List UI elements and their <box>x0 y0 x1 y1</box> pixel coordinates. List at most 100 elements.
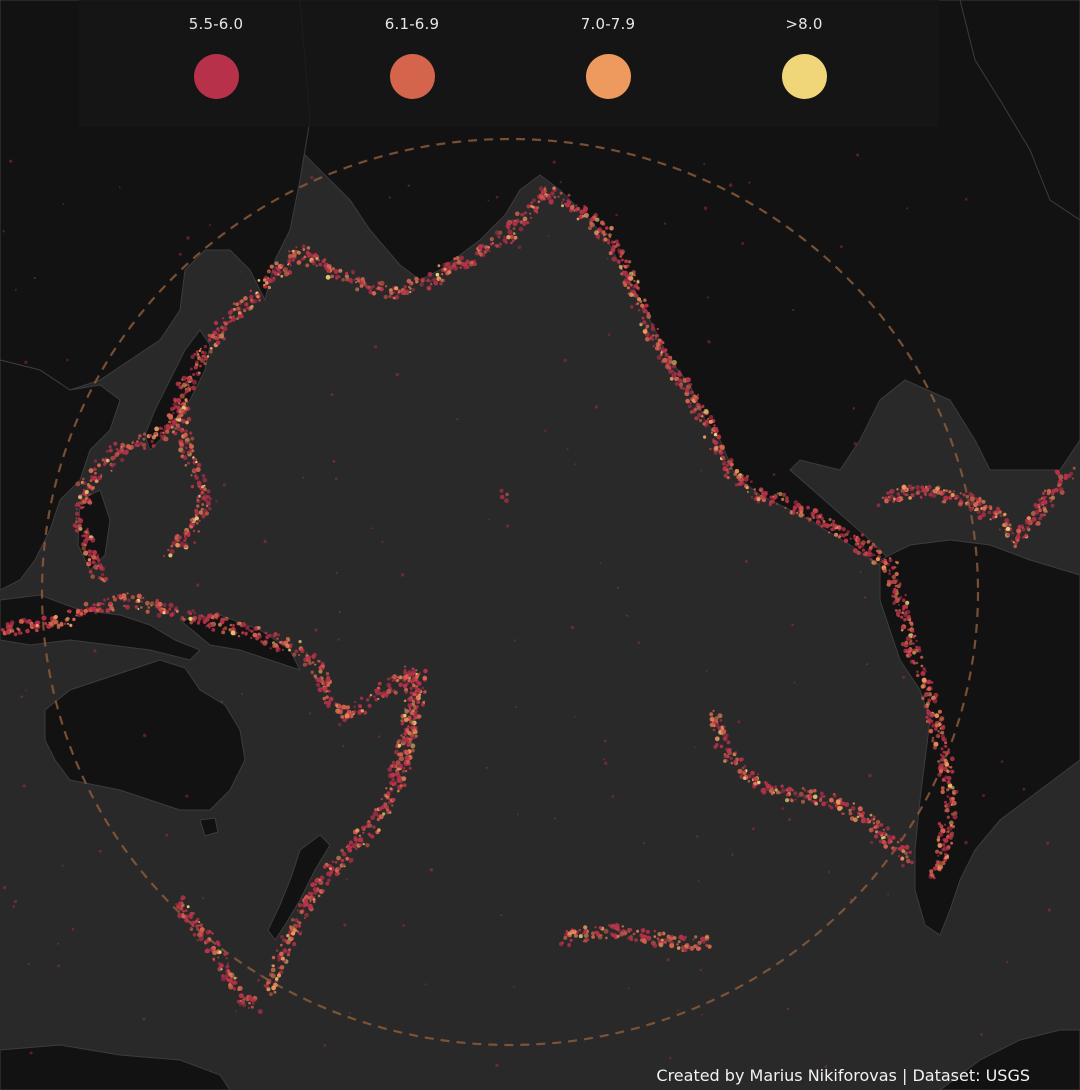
earthquake-point <box>335 277 338 280</box>
earthquake-point <box>685 377 691 383</box>
earthquake-point <box>618 265 623 269</box>
legend-item-5-5-6-0[interactable]: 5.5-6.0 <box>146 0 286 99</box>
earthquake-point <box>904 844 910 850</box>
earthquake-point <box>781 492 787 497</box>
earthquake-point <box>84 490 89 495</box>
earthquake-point <box>716 434 722 440</box>
earthquake-point <box>792 308 795 311</box>
earthquake-point <box>303 901 309 907</box>
earthquake-point <box>341 278 345 282</box>
earthquake-point <box>404 690 408 694</box>
earthquake-point <box>290 918 295 922</box>
earthquake-point <box>656 334 660 337</box>
earthquake-point <box>499 494 505 500</box>
earthquake-point <box>1006 532 1011 537</box>
earthquake-point <box>175 405 178 408</box>
earthquake-point <box>277 633 281 637</box>
earthquake-point <box>313 890 318 895</box>
earthquake-point <box>205 625 208 628</box>
earthquake-point <box>407 184 410 187</box>
earthquake-point <box>403 665 407 668</box>
earthquake-point <box>137 437 140 440</box>
legend-item-8-0[interactable]: >8.0 <box>734 0 874 99</box>
earthquake-point <box>651 338 655 341</box>
earthquake-point <box>677 940 681 944</box>
earthquake-point <box>240 299 244 303</box>
earthquake-point <box>401 776 407 782</box>
earthquake-point <box>780 784 784 788</box>
earthquake-point <box>303 898 309 904</box>
earthquake-point <box>834 804 839 808</box>
legend-item-6-1-6-9[interactable]: 6.1-6.9 <box>342 0 482 99</box>
earthquake-point <box>218 622 222 627</box>
earthquake-point <box>333 269 339 275</box>
earthquake-point <box>150 601 155 606</box>
earthquake-point <box>643 842 646 845</box>
earthquake-point <box>322 686 328 692</box>
earthquake-point <box>100 609 104 613</box>
earthquake-point <box>87 549 91 553</box>
earthquake-point <box>137 608 140 610</box>
earthquake-point <box>385 808 390 812</box>
earthquake-point <box>640 928 646 933</box>
legend-swatch-icon <box>389 54 435 99</box>
earthquake-point <box>798 791 804 797</box>
earthquake-point <box>167 548 170 552</box>
earthquake-point <box>196 496 199 499</box>
earthquake-point <box>623 278 629 283</box>
earthquake-point <box>304 912 309 918</box>
earthquake-point <box>213 320 219 326</box>
earthquake-point <box>888 572 891 576</box>
earthquake-point <box>907 614 911 618</box>
earthquake-point <box>1013 544 1017 549</box>
earthquake-point <box>108 601 113 606</box>
earthquake-point <box>215 340 221 346</box>
earthquake-point <box>945 835 950 839</box>
earthquake-point <box>852 407 856 410</box>
earthquake-point <box>944 762 950 767</box>
earthquake-point <box>881 496 885 500</box>
earthquake-point <box>409 691 413 695</box>
earthquake-point <box>962 493 966 497</box>
earthquake-point <box>832 793 837 798</box>
earthquake-point <box>937 709 942 714</box>
earthquake-point <box>99 607 102 610</box>
earthquake-point <box>318 880 322 885</box>
earthquake-point <box>669 936 674 941</box>
earthquake-point <box>200 507 204 511</box>
earthquake-point <box>360 277 365 282</box>
earthquake-point <box>937 822 942 826</box>
earthquake-point <box>934 713 940 719</box>
earthquake-point <box>363 710 368 715</box>
earthquake-point <box>929 712 935 718</box>
earthquake-point <box>374 808 378 812</box>
land-new-guinea <box>178 614 301 671</box>
earthquake-point <box>453 265 458 271</box>
earthquake-point <box>249 305 254 310</box>
earthquake-point <box>433 280 439 286</box>
legend-item-7-0-7-9[interactable]: 7.0-7.9 <box>538 0 678 99</box>
earthquake-point <box>266 979 272 985</box>
earthquake-point <box>98 564 103 569</box>
earthquake-point <box>931 723 936 728</box>
earthquake-point <box>353 709 357 714</box>
earthquake-point <box>872 815 876 819</box>
earthquake-point <box>241 693 244 695</box>
earthquake-point <box>788 818 791 821</box>
earthquake-point <box>196 462 202 468</box>
earthquake-point <box>575 204 578 207</box>
earthquake-point <box>238 993 244 998</box>
earthquake-point <box>561 204 564 208</box>
earthquake-point <box>83 612 87 616</box>
earthquake-point <box>87 608 91 612</box>
earthquake-point <box>595 234 601 239</box>
earthquake-point <box>905 855 909 859</box>
earthquake-point <box>411 288 415 292</box>
earthquake-point <box>407 672 413 678</box>
earthquake-point <box>72 617 76 622</box>
earthquake-point <box>5 630 9 634</box>
earthquake-point <box>265 281 269 285</box>
earthquake-point <box>921 489 925 493</box>
earthquake-point <box>178 252 182 256</box>
